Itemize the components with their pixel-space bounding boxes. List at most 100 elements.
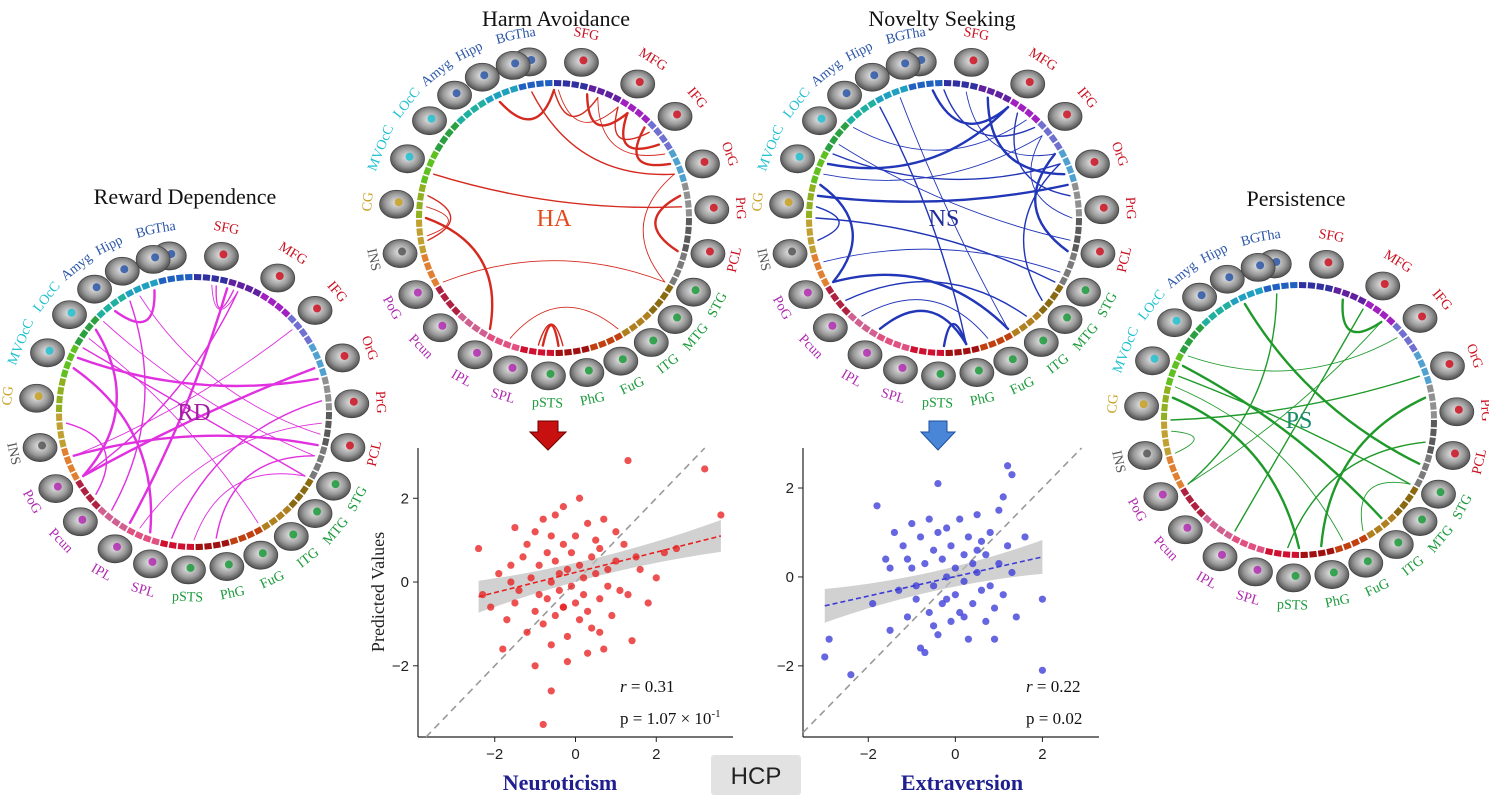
scatter-point <box>903 555 912 563</box>
ring-segment <box>817 269 826 280</box>
region-label-psts: pSTS <box>172 590 204 606</box>
scatter-point <box>912 582 920 590</box>
region-label-spl: SPL <box>1234 588 1261 609</box>
ring-segment <box>282 505 292 515</box>
region-label-tha: Tha <box>513 25 538 43</box>
ring-segment <box>1201 317 1211 327</box>
brain-highlight <box>974 366 983 375</box>
y-tick-label: 2 <box>401 490 409 507</box>
scatter-point <box>912 595 920 603</box>
ring-segment <box>840 121 850 131</box>
region-label-sfg: SFG <box>1317 227 1345 246</box>
ring-segment <box>648 305 658 315</box>
ring-segment <box>835 299 845 309</box>
brain-highlight <box>186 563 195 572</box>
connection-link <box>1022 163 1061 301</box>
ring-segment <box>1326 547 1335 556</box>
ring-segment <box>1011 327 1021 337</box>
ring-segment <box>294 492 304 502</box>
ring-segment <box>555 349 564 356</box>
ring-segment <box>1247 542 1257 551</box>
connection-link <box>654 194 682 253</box>
ring-segment <box>423 261 433 271</box>
scatter-point <box>596 544 604 553</box>
ring-segment <box>84 322 94 332</box>
ring-segment <box>91 500 101 510</box>
brain-highlight <box>1081 286 1090 295</box>
ring-segment <box>867 99 877 109</box>
connection-link <box>139 295 321 435</box>
ring-segment <box>581 345 590 354</box>
scatter-point <box>969 600 977 608</box>
scatter-point <box>567 549 576 557</box>
ring-segment <box>808 245 817 254</box>
scatter-point <box>921 648 929 657</box>
ring-segment <box>934 80 943 87</box>
connection-link <box>541 323 560 348</box>
connection-link <box>1013 112 1071 197</box>
region-label-prg: PrG <box>1122 197 1138 220</box>
connection-link <box>1030 135 1073 219</box>
ring-segment <box>861 323 871 333</box>
ring-segment <box>605 336 616 345</box>
region-label-hipp: Hipp <box>1199 241 1231 267</box>
brain-highlight <box>1150 354 1159 363</box>
region-label-cg: CG <box>750 191 767 212</box>
scatter-point <box>535 561 543 569</box>
ring-segment <box>854 318 864 328</box>
brain-highlight <box>1291 571 1300 580</box>
ring-segment <box>117 293 127 303</box>
ring-segment <box>418 183 427 193</box>
brain-highlight <box>1445 359 1454 368</box>
ring-segment <box>635 317 645 327</box>
scatter-point <box>592 536 600 544</box>
scatter-point <box>995 560 1003 568</box>
region-label-pcl: PCL <box>1115 246 1135 274</box>
ring-segment <box>1162 394 1170 403</box>
connection-link <box>88 338 259 524</box>
hcp-label: HCP <box>731 763 782 790</box>
ring-segment <box>868 328 878 338</box>
ring-segment <box>456 115 466 125</box>
ring-segment <box>288 499 298 509</box>
ring-segment <box>463 109 473 119</box>
ring-segment <box>60 369 69 378</box>
ring-segment <box>440 292 450 303</box>
ring-segment <box>1424 454 1433 463</box>
ring-segment <box>813 261 823 271</box>
ring-segment <box>588 84 597 93</box>
ring-segment <box>228 278 237 287</box>
connection-link <box>424 216 494 331</box>
ring-segment <box>672 156 681 167</box>
scatter-point <box>925 515 933 523</box>
ring-segment <box>309 470 318 480</box>
ring-segment <box>579 82 589 91</box>
ring-segment <box>876 333 886 342</box>
ring-segment <box>1171 360 1180 370</box>
scatter-point <box>1021 533 1029 541</box>
connection-link <box>861 299 989 339</box>
region-label-pcl: PCL <box>1470 448 1489 476</box>
ring-segment <box>564 348 573 356</box>
ring-segment <box>846 115 856 125</box>
ring-segment <box>229 536 239 545</box>
ring-segment <box>313 462 322 472</box>
panel-title-rd: Reward Dependence <box>94 184 277 209</box>
ring-segment <box>417 192 425 201</box>
scatter-point <box>943 595 951 603</box>
brain-highlight <box>936 369 945 378</box>
ring-segment <box>1421 462 1430 472</box>
region-label-ipl: IPL <box>1193 569 1219 592</box>
brain-highlight <box>649 336 658 345</box>
y-tick-label: 0 <box>401 574 409 591</box>
ring-segment <box>63 360 72 370</box>
ring-segment <box>810 175 819 184</box>
connection-link <box>1320 396 1427 548</box>
x-axis-label-neuroticism: Neuroticism <box>503 770 617 795</box>
brain-highlight <box>313 507 322 516</box>
connection-link <box>1287 441 1426 549</box>
scatter-point <box>584 649 592 657</box>
ring-segment <box>829 135 839 145</box>
scatter-point <box>495 570 503 578</box>
ring-segment <box>56 413 63 422</box>
